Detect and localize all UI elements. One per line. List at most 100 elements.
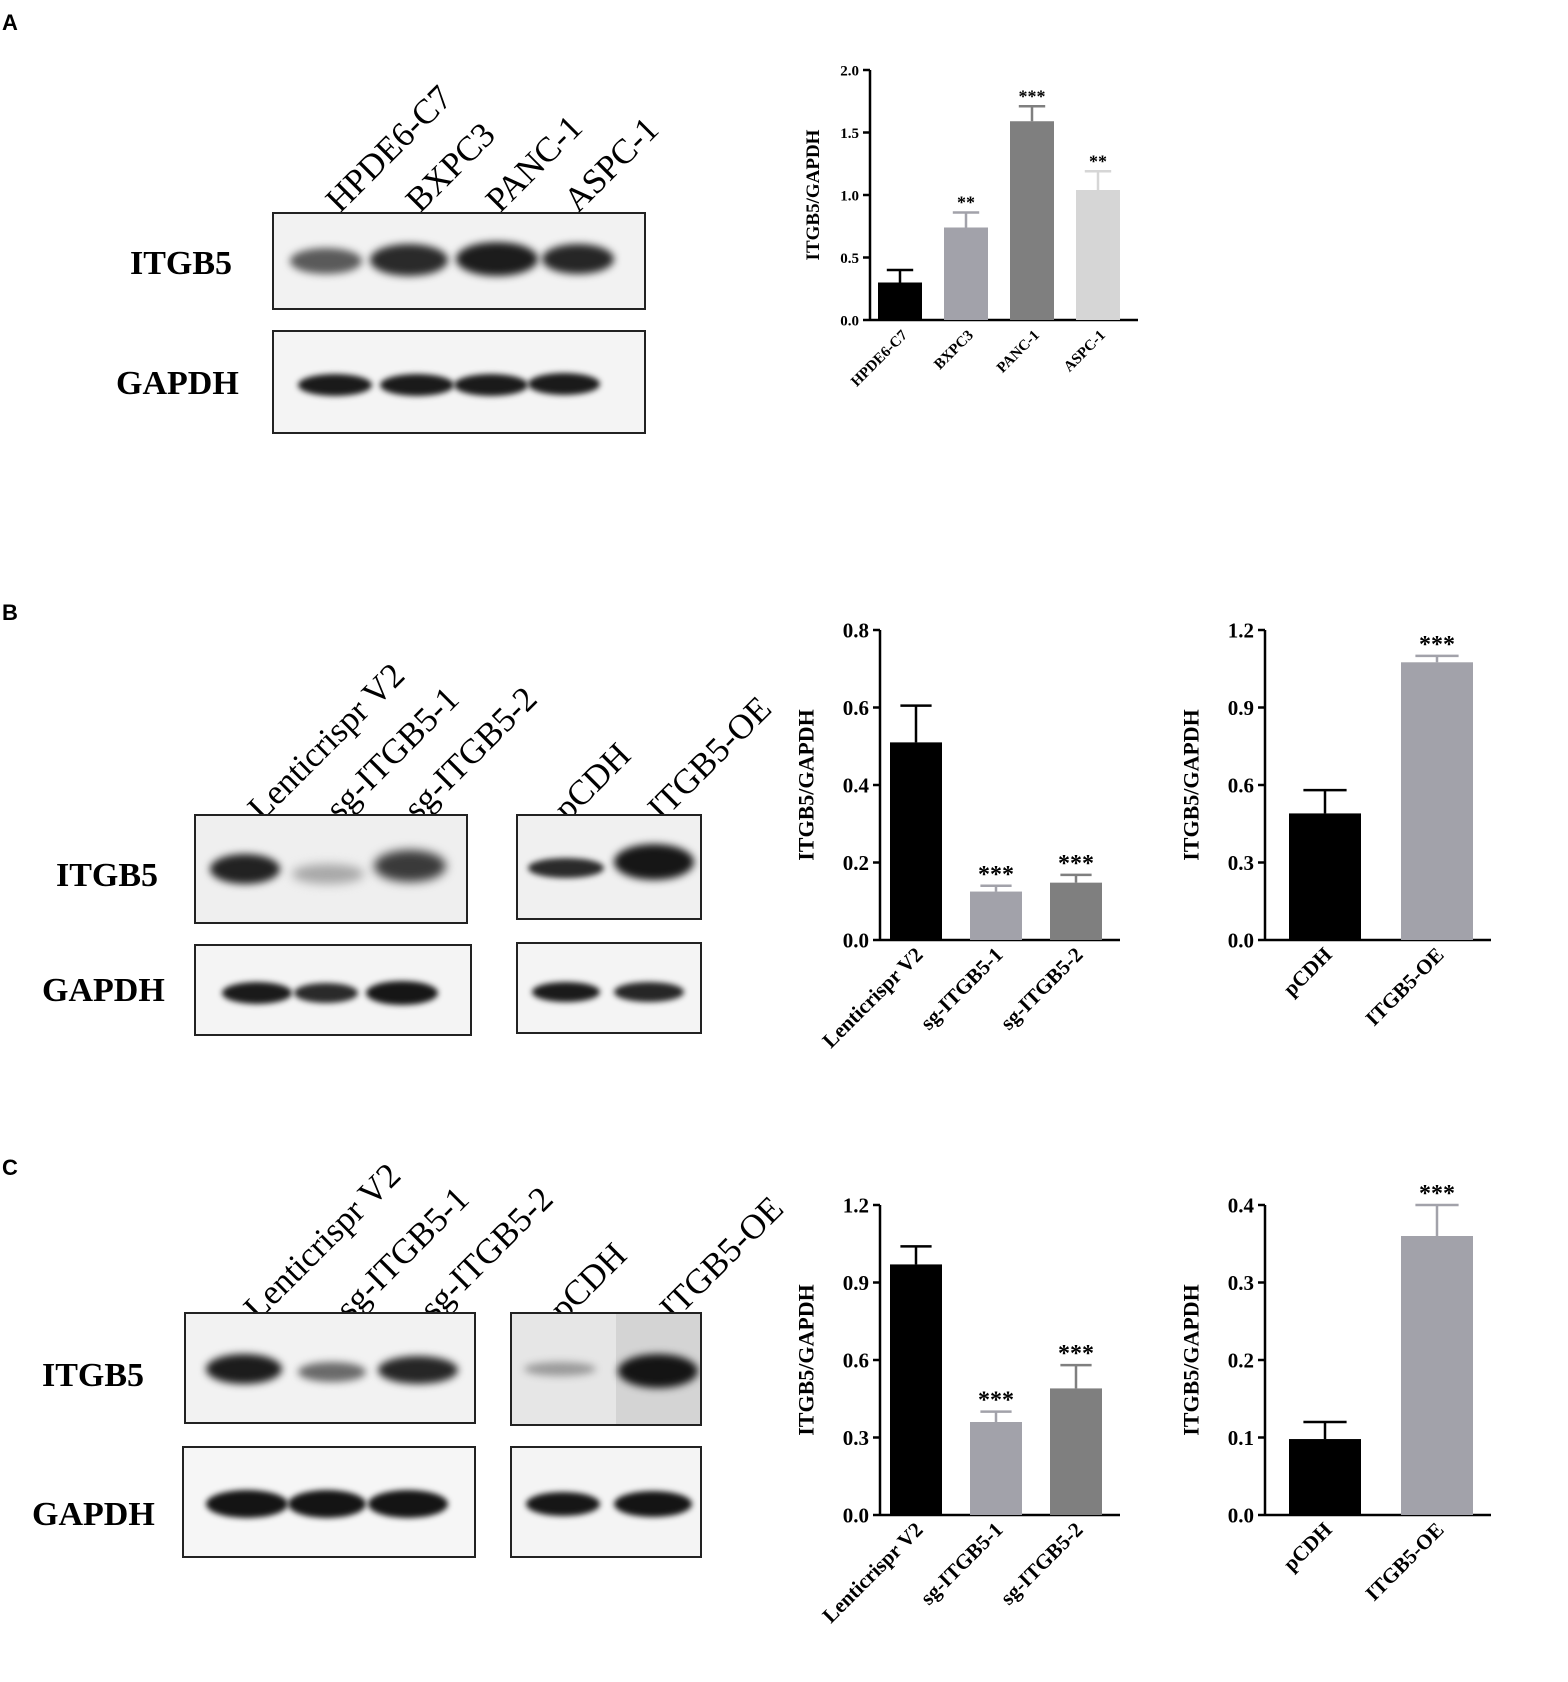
x-tick-label: ASPC-1 [1061,328,1109,376]
bar [878,282,922,320]
band [210,854,280,884]
lane-label: ITGB5-OE [652,1188,791,1328]
band [526,1492,600,1516]
bar [1289,1439,1361,1515]
bar [890,742,942,940]
blot-membrane-itgb5 [510,1312,702,1426]
band [298,374,372,396]
y-axis-label: ITGB5/GAPDH [793,1284,818,1436]
y-tick-label: 0.1 [1228,1426,1254,1450]
bar [970,1422,1022,1515]
y-tick-label: 1.2 [1228,618,1254,642]
row-label-itgb5: ITGB5 [130,245,233,282]
y-tick-label: 0.6 [1228,773,1254,797]
x-tick-label: sg-ITGB5-1 [915,1518,1007,1610]
y-tick-label: 0.3 [843,1426,869,1450]
band [374,850,446,882]
band [524,1362,596,1376]
blot-membrane-gapdh [194,944,472,1036]
y-tick-label: 1.0 [840,188,859,204]
row-label-gapdh: GAPDH [32,1496,155,1533]
band [454,374,528,396]
lane-label: Lenticrispr V2 [236,1155,409,1328]
blot-membrane-itgb5 [272,212,646,310]
significance-label: *** [1058,851,1094,877]
significance-label: ** [1089,151,1107,171]
x-tick-label: sg-ITGB5-2 [995,1518,1087,1610]
lane-label: ITGB5-OE [640,688,779,828]
blot-membrane-gapdh [510,1446,702,1558]
blot-membrane-itgb5 [194,814,468,924]
bar [1010,121,1054,320]
y-tick-label: 0.2 [843,851,869,875]
band [532,982,600,1002]
y-tick-label: 0.9 [1228,696,1254,720]
x-tick-label: BXPC3 [931,328,976,373]
y-tick-label: 0.2 [1228,1348,1254,1372]
band [528,373,600,395]
bar-chart-b-knockout: 0.0 0.2 0.4 0.6 0.8 ITGB5/GAPDH Lenticrispr V2… [793,618,1120,1053]
bar [1401,1236,1473,1515]
y-tick-label: 0.4 [1228,1193,1255,1217]
x-tick-label: pCDH [1278,1518,1336,1576]
significance-label: *** [1058,1341,1094,1367]
bar [890,1264,942,1515]
blot-membrane-itgb5 [516,814,702,920]
band [222,982,292,1004]
band [614,844,694,880]
y-tick-label: 0.9 [843,1271,869,1295]
y-tick-label: 0.0 [1228,1503,1254,1527]
bar [1401,662,1473,940]
bar [944,227,988,320]
y-tick-label: 1.5 [840,126,859,142]
x-tick-label: ITGB5-OE [1361,1518,1449,1606]
row-label-gapdh: GAPDH [42,972,165,1009]
significance-label: *** [1419,1181,1455,1207]
panel-letter-c: C [2,1155,18,1180]
band [456,242,538,276]
band [206,1490,288,1518]
x-tick-label: ITGB5-OE [1361,943,1449,1031]
bar [1076,190,1120,320]
band [528,858,604,878]
band [378,1356,458,1384]
y-tick-label: 1.2 [843,1193,869,1217]
y-tick-label: 0.6 [843,1348,869,1372]
band [542,244,614,274]
panel-letter-a: A [2,10,18,35]
x-tick-label: sg-ITGB5-1 [915,943,1007,1035]
significance-label: *** [978,1388,1014,1414]
band [614,982,684,1002]
bar [1050,882,1102,940]
bar [1289,813,1361,940]
band [206,1354,282,1384]
y-tick-label: 0.0 [840,313,859,329]
y-axis-label: ITGB5/GAPDH [1178,709,1203,861]
blot-membrane-itgb5 [184,1312,476,1424]
significance-label: *** [1419,632,1455,658]
y-tick-label: 0.8 [843,618,869,642]
bar-chart-c-overexpression: 0.0 0.1 0.2 0.3 0.4 ITGB5/GAPDH pCDH *** ITGB5-O… [1178,1181,1491,1606]
bar-chart-a: 0.0 0.5 1.0 1.5 2.0 ITGB5/GAPDH HPDE6-C7 ** BXPC… [803,63,1138,390]
bar [1050,1388,1102,1515]
row-label-itgb5: ITGB5 [42,1357,145,1394]
x-tick-label: PANC-1 [994,328,1043,377]
band [380,374,454,396]
significance-label: ** [957,193,975,213]
band [288,1490,366,1518]
y-tick-label: 0.5 [840,251,859,267]
y-tick-label: 0.3 [1228,1271,1254,1295]
blot-membrane-gapdh [272,330,646,434]
y-axis-label: ITGB5/GAPDH [1178,1284,1203,1436]
x-tick-label: Lenticrispr V2 [817,943,927,1053]
y-tick-label: 0.4 [843,773,870,797]
x-tick-label: Lenticrispr V2 [817,1518,927,1628]
band [292,864,364,884]
band [614,1491,692,1517]
significance-label: *** [1019,86,1046,106]
y-axis-label: ITGB5/GAPDH [793,709,818,861]
band [294,983,358,1003]
x-tick-label: pCDH [1278,943,1336,1001]
significance-label: *** [978,862,1014,888]
y-tick-label: 2.0 [840,63,859,79]
